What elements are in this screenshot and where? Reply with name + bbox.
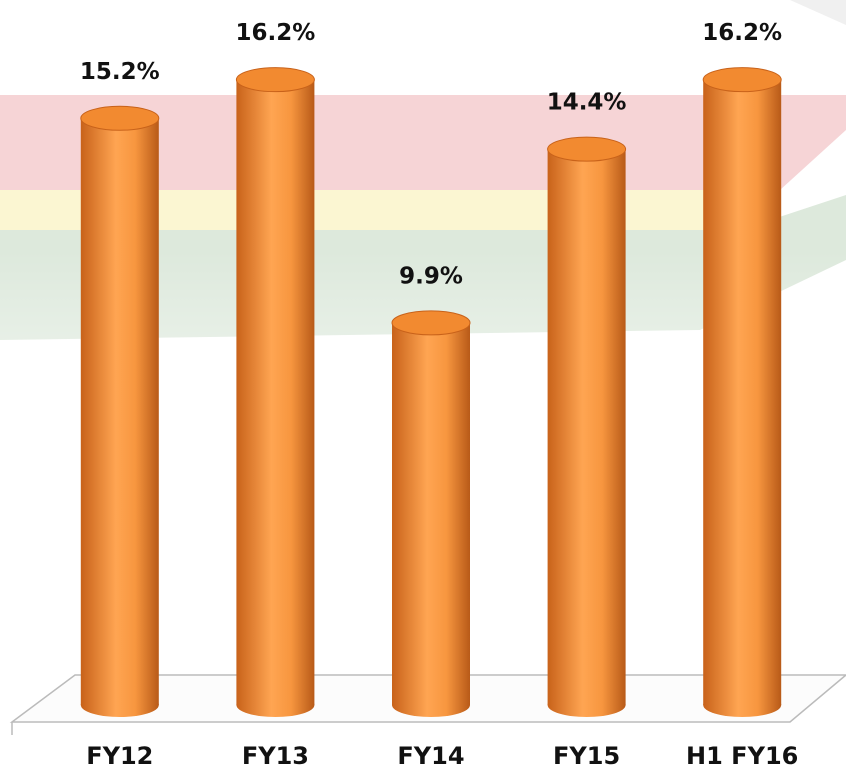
chart: 15.2% FY12 16.2% FY13 9.9% FY14 14.4% FY15 16.2%… — [0, 0, 846, 776]
cylinder-top — [703, 68, 781, 92]
value-label: 14.4% — [547, 90, 627, 116]
x-tick-label: H1 FY16 — [686, 742, 798, 770]
cylinder-body — [81, 118, 159, 705]
value-label: 15.2% — [80, 59, 160, 85]
cylinder — [392, 311, 470, 717]
cylinder — [81, 106, 159, 717]
cylinder — [236, 68, 314, 717]
cylinder-top — [548, 137, 626, 161]
x-tick-label: FY13 — [242, 742, 309, 770]
cylinder-body — [548, 149, 626, 705]
value-label: 9.9% — [399, 263, 463, 289]
cylinder-body — [703, 80, 781, 705]
value-label: 16.2% — [702, 20, 782, 46]
cylinder-body — [392, 323, 470, 705]
cylinder-top — [236, 68, 314, 92]
cylinder-top — [81, 106, 159, 130]
cylinder-top — [392, 311, 470, 335]
cylinder — [548, 137, 626, 717]
x-tick-label: FY14 — [397, 742, 464, 770]
value-label: 16.2% — [236, 20, 316, 46]
cylinder-body — [236, 80, 314, 705]
x-tick-label: FY15 — [553, 742, 620, 770]
bg-arrow — [790, 0, 846, 25]
x-tick-label: FY12 — [86, 742, 153, 770]
cylinder — [703, 68, 781, 717]
page: 15.2% FY12 16.2% FY13 9.9% FY14 14.4% FY15 16.2%… — [0, 0, 846, 776]
